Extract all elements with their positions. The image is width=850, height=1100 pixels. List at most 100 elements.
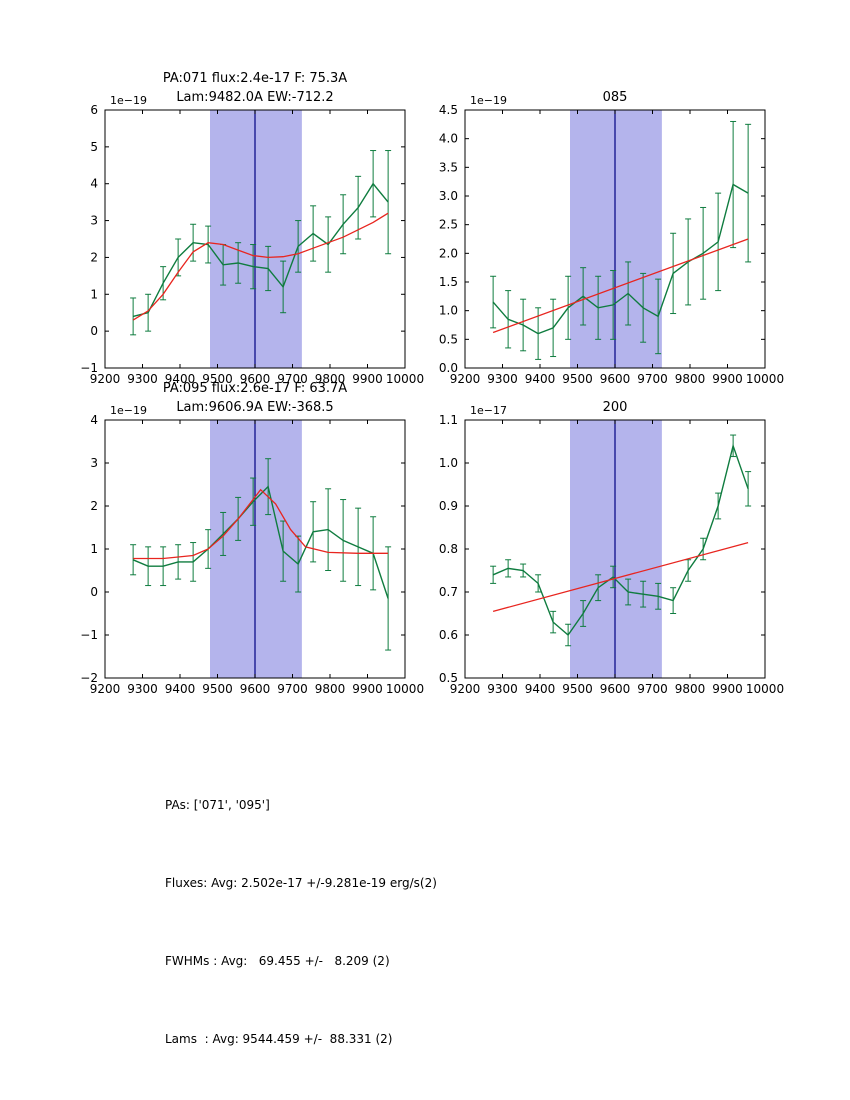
y-tick-label: 2.0 (439, 246, 458, 260)
axis-ticks (464, 109, 766, 369)
chart-pa200: 9200 9300 9400 9500 9600 9700 9800 9900 10000 0.5… (439, 400, 784, 696)
summary-line-fluxes: Fluxes: Avg: 2.502e-17 +/-9.281e-19 erg/… (165, 876, 437, 890)
y-tick-label: 0.8 (439, 542, 458, 556)
axis-tick-labels: 9200 9300 9400 9500 9600 9700 9800 9900 10000 0.0… (439, 103, 784, 386)
y-tick-label: 1 (90, 287, 98, 301)
x-tick-label: 9700 (637, 372, 668, 386)
y-tick-label: 1.1 (439, 413, 458, 427)
y-tick-label: 2 (90, 499, 98, 513)
x-tick-label: 9900 (352, 372, 383, 386)
chart-pa095: 9200 9300 9400 9500 9600 9700 9800 9900 10000 −2 −… (80, 381, 424, 696)
axis-tick-labels: 9200 9300 9400 9500 9600 9700 9800 9900 10000 −2 −… (80, 413, 424, 696)
y-tick-label: −2 (80, 671, 98, 685)
axis-ticks (104, 419, 406, 679)
fit-line (133, 488, 389, 560)
data-series-line (492, 443, 749, 637)
data-series-line (132, 182, 389, 318)
axis-tick-labels: 9200 9300 9400 9500 9600 9700 9800 9900 10000 −1 0… (80, 103, 424, 386)
x-tick-label: 9200 (90, 682, 121, 696)
y-tick-label: 0 (90, 585, 98, 599)
x-tick-label: 9800 (675, 372, 706, 386)
y-tick-label: 3.0 (439, 189, 458, 203)
data-series-line (492, 183, 749, 335)
chart-title: Lam:9482.0A EW:-712.2 (176, 90, 333, 105)
x-tick-label: 9200 (450, 682, 481, 696)
fit-line (492, 541, 749, 613)
x-tick-label: 9400 (165, 682, 196, 696)
band-region (210, 110, 302, 368)
x-tick-label: 9700 (637, 682, 668, 696)
band-region (570, 110, 662, 368)
chart-pa071: 9200 9300 9400 9500 9600 9700 9800 9900 10000 −1 0… (80, 71, 424, 386)
summary-line-lams: Lams : Avg: 9544.459 +/- 88.331 (2) (165, 1032, 393, 1046)
y-axis-offset-label: 1e−19 (110, 404, 147, 417)
x-tick-label: 9500 (562, 372, 593, 386)
x-tick-label: 9800 (675, 682, 706, 696)
y-tick-label: 1.0 (439, 456, 458, 470)
x-tick-label: 9800 (315, 372, 346, 386)
band-region (210, 420, 302, 678)
chart-title: 085 (603, 90, 628, 105)
chart-title: 200 (603, 400, 628, 415)
y-tick-label: 1.0 (439, 304, 458, 318)
y-tick-label: 1 (90, 542, 98, 556)
x-tick-label: 9600 (600, 372, 631, 386)
summary-line-fwhms: FWHMs : Avg: 69.455 +/- 8.209 (2) (165, 954, 390, 968)
y-tick-label: 0 (90, 324, 98, 338)
x-tick-label: 10000 (386, 682, 424, 696)
y-tick-label: 4 (90, 413, 98, 427)
y-tick-label: 1.5 (439, 275, 458, 289)
x-tick-label: 9200 (450, 372, 481, 386)
band-region (570, 420, 662, 678)
y-tick-label: 3 (90, 456, 98, 470)
x-tick-label: 9800 (315, 682, 346, 696)
y-tick-label: −1 (80, 361, 98, 375)
x-tick-label: 9600 (600, 682, 631, 696)
y-tick-label: 0.5 (439, 671, 458, 685)
summary-block: PAs: ['071', '095'] Fluxes: Avg: 2.502e-… (165, 740, 437, 1100)
x-tick-label: 9300 (487, 682, 518, 696)
y-axis-offset-label: 1e−19 (110, 94, 147, 107)
y-tick-label: 4.0 (439, 132, 458, 146)
y-tick-label: 0.0 (439, 361, 458, 375)
error-bars (490, 434, 752, 647)
x-tick-label: 10000 (746, 372, 784, 386)
x-tick-label: 9500 (562, 682, 593, 696)
summary-line-pas: PAs: ['071', '095'] (165, 798, 270, 812)
y-tick-label: 4.5 (439, 103, 458, 117)
fit-line (132, 212, 389, 321)
chart-title: Lam:9606.9A EW:-368.5 (176, 400, 333, 415)
chart-title: PA:071 flux:2.4e-17 F: 75.3A (163, 71, 347, 86)
x-tick-label: 9400 (525, 372, 556, 386)
y-axis-offset-label: 1e−19 (470, 94, 507, 107)
x-tick-label: 10000 (746, 682, 784, 696)
axis-ticks (464, 419, 766, 679)
x-tick-label: 9900 (352, 682, 383, 696)
x-tick-label: 9300 (127, 682, 158, 696)
y-tick-label: 0.6 (439, 628, 458, 642)
x-tick-label: 9300 (487, 372, 518, 386)
y-tick-label: 0.7 (439, 585, 458, 599)
x-tick-label: 9300 (127, 372, 158, 386)
charts-svg: 9200 9300 9400 9500 9600 9700 9800 9900 10000−10… (80, 71, 784, 696)
chart-pa085: 9200 9300 9400 9500 9600 9700 9800 9900 10000 0.0… (439, 90, 784, 386)
y-tick-label: 5 (90, 140, 98, 154)
x-tick-label: 10000 (386, 372, 424, 386)
x-tick-label: 9200 (90, 372, 121, 386)
y-tick-label: −1 (80, 628, 98, 642)
y-tick-label: 0.9 (439, 499, 458, 513)
chart-title: PA:095 flux:2.6e-17 F: 63.7A (163, 381, 347, 396)
y-tick-label: 6 (90, 103, 98, 117)
y-tick-label: 3.5 (439, 160, 458, 174)
y-tick-label: 2 (90, 250, 98, 264)
x-tick-label: 9600 (240, 682, 271, 696)
x-tick-label: 9900 (712, 372, 743, 386)
y-tick-label: 0.5 (439, 332, 458, 346)
y-axis-offset-label: 1e−17 (470, 404, 507, 417)
data-series-line (132, 485, 389, 599)
y-tick-label: 4 (90, 177, 98, 191)
x-tick-label: 9700 (277, 372, 308, 386)
axis-ticks (104, 109, 406, 369)
axis-tick-labels: 9200 9300 9400 9500 9600 9700 9800 9900 10000 0.5… (439, 413, 784, 696)
x-tick-label: 9500 (202, 372, 233, 386)
